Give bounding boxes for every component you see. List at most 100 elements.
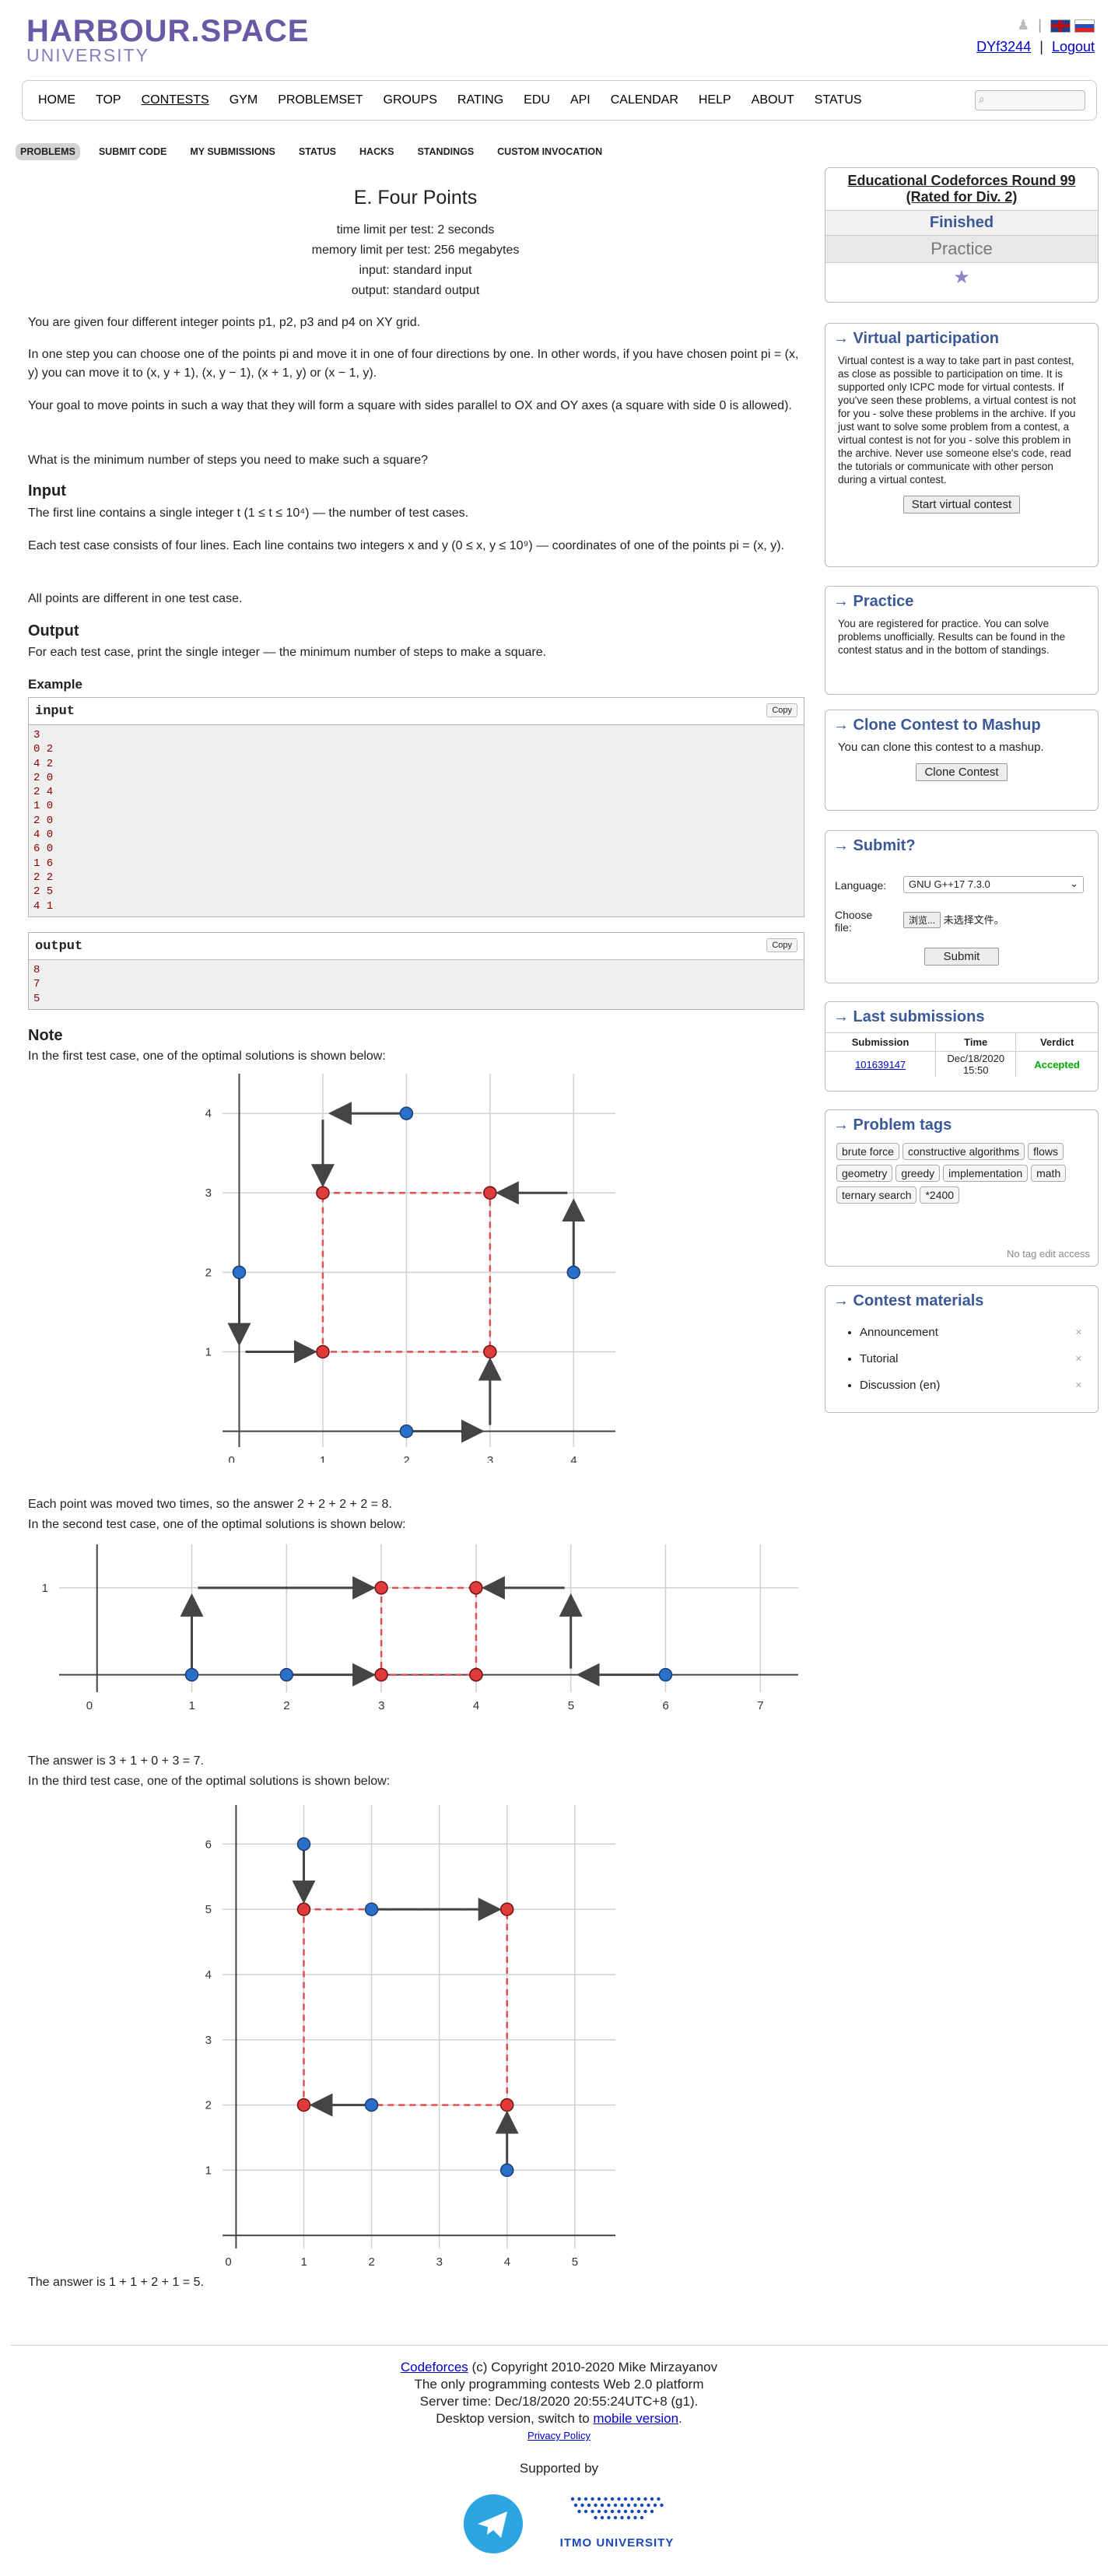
mobile-version-link[interactable]: mobile version <box>593 2411 679 2426</box>
browse-button[interactable]: 浏览... <box>903 912 941 928</box>
tag-item[interactable]: ternary search <box>836 1186 917 1204</box>
star-icon[interactable]: ★ <box>825 262 1098 292</box>
close-icon[interactable]: ✕ <box>1074 1381 1082 1390</box>
subtab-problems[interactable]: PROBLEMS <box>16 143 80 160</box>
submission-id-link[interactable]: 101639147 <box>825 1051 937 1077</box>
sample-line: 2 4 <box>33 786 54 799</box>
logo-title[interactable]: HARBOUR.SPACE <box>26 14 310 48</box>
logout-link[interactable]: Logout <box>1051 39 1095 54</box>
square-outline <box>380 1586 478 1676</box>
tag-item[interactable]: implementation <box>943 1165 1029 1182</box>
sample-line: 4 0 <box>33 829 54 842</box>
file-status: 未选择文件。 <box>943 914 1004 926</box>
statement-p3: Your goal to move points in such a way t… <box>28 399 792 412</box>
material-item[interactable]: Discussion (en) ✕ <box>860 1372 1098 1399</box>
x-tick-label: 0 <box>228 1454 234 1463</box>
menu-item-problemset[interactable]: PROBLEMSET <box>278 93 363 107</box>
menu-item-edu[interactable]: EDU <box>524 93 550 107</box>
square-point <box>469 1581 483 1595</box>
square-outline <box>303 1908 508 2106</box>
start-virtual-button[interactable]: Start virtual contest <box>902 496 1021 513</box>
menu-item-home[interactable]: HOME <box>38 93 75 107</box>
original-point <box>364 1902 379 1916</box>
menu-item-api[interactable]: API <box>570 93 591 107</box>
sample-line: 0 2 <box>33 743 54 756</box>
russia-flag-icon[interactable] <box>1074 19 1095 33</box>
telegram-logo-icon[interactable] <box>464 2494 523 2553</box>
language-value: GNU G++17 7.3.0 <box>909 878 990 890</box>
subtab-custom-invocation[interactable]: CUSTOM INVOCATION <box>497 146 603 157</box>
subtab-hacks[interactable]: HACKS <box>359 146 394 157</box>
language-flags[interactable]: ♟ | <box>1017 17 1095 33</box>
tag-item[interactable]: *2400 <box>920 1186 960 1204</box>
menu-item-top[interactable]: TOP <box>96 93 121 107</box>
original-point <box>399 1106 414 1120</box>
practice-text: You are registered for practice. You can… <box>838 618 1066 656</box>
statement-p1: You are given four different integer poi… <box>28 316 421 329</box>
output-title: Output <box>28 622 79 640</box>
tag-item[interactable]: geometry <box>836 1165 893 1182</box>
codeforces-link[interactable]: Codeforces <box>400 2360 468 2374</box>
itmo-logo[interactable]: ITMO UNIVERSITY <box>559 2494 675 2553</box>
output-p1: For each test case, print the single int… <box>28 646 547 659</box>
original-point <box>296 1837 311 1852</box>
privacy-policy-link[interactable]: Privacy Policy <box>527 2430 591 2441</box>
copyright: (c) Copyright 2010-2020 Mike Mirzayanov <box>471 2360 718 2374</box>
tag-item[interactable]: math <box>1031 1165 1067 1182</box>
menu-item-groups[interactable]: GROUPS <box>383 93 437 107</box>
logo-subtitle: UNIVERSITY <box>26 45 150 65</box>
output-label: output <box>35 939 83 954</box>
material-label: Discussion (en) <box>860 1379 941 1392</box>
original-point <box>232 1265 247 1280</box>
tag-item[interactable]: greedy <box>895 1165 941 1182</box>
original-point <box>184 1667 199 1682</box>
material-item[interactable]: Tutorial ✕ <box>860 1346 1098 1372</box>
practice-label[interactable]: Practice <box>825 235 1098 262</box>
close-icon[interactable]: ✕ <box>1074 1328 1082 1337</box>
language-select[interactable]: GNU G++17 7.3.0 ⌄ <box>903 876 1084 893</box>
menu-item-contests[interactable]: CONTESTS <box>141 93 209 107</box>
problem-tags-title: → Problem tags <box>833 1116 952 1134</box>
sample-line: 7 <box>33 978 40 991</box>
menu-item-calendar[interactable]: CALENDAR <box>610 93 678 107</box>
tags-note: No tag edit access <box>1007 1248 1090 1260</box>
original-point <box>279 1667 294 1682</box>
material-label: Announcement <box>860 1326 938 1339</box>
sample-line: 1 6 <box>33 857 54 870</box>
user-separator: | <box>1039 39 1043 54</box>
subtab-submit-code[interactable]: SUBMIT CODE <box>98 146 167 157</box>
menu-item-status[interactable]: STATUS <box>814 93 862 107</box>
search-input[interactable]: ⌕ <box>975 90 1085 110</box>
menu-item-rating[interactable]: RATING <box>457 93 504 107</box>
contest-name-link[interactable]: Educational Codeforces Round 99 (Rated f… <box>847 173 1076 205</box>
username-link[interactable]: DYf3244 <box>976 39 1032 54</box>
bell-icon[interactable]: ♟ <box>1017 17 1030 33</box>
uk-flag-icon[interactable] <box>1050 19 1071 33</box>
clone-text: You can clone this contest to a mashup. <box>838 741 1044 754</box>
file-label: Choose file: <box>835 909 873 934</box>
submit-button[interactable]: Submit <box>923 948 1000 966</box>
virtual-text: Virtual contest is a way to take part in… <box>838 355 1076 485</box>
subtab-status[interactable]: STATUS <box>298 146 337 157</box>
col-time: Time <box>935 1032 1017 1052</box>
material-item[interactable]: Announcement ✕ <box>860 1320 1098 1346</box>
close-icon[interactable]: ✕ <box>1074 1355 1082 1364</box>
tag-item[interactable]: flows <box>1028 1143 1064 1160</box>
subtab-standings[interactable]: STANDINGS <box>417 146 475 157</box>
copy-input-button[interactable]: Copy <box>766 703 797 717</box>
clone-contest-button[interactable]: Clone Contest <box>916 763 1008 781</box>
tag-item[interactable]: brute force <box>836 1143 899 1160</box>
menu-item-help[interactable]: HELP <box>698 93 731 107</box>
copy-output-button[interactable]: Copy <box>766 938 797 952</box>
practice-box: → Practice You are registered for practi… <box>825 586 1099 695</box>
file-picker[interactable]: 浏览... 未选择文件。 <box>903 912 1004 928</box>
subtab-my-submissions[interactable]: MY SUBMISSIONS <box>190 146 275 157</box>
problem-tags-box: → Problem tags brute force constructive a… <box>825 1109 1099 1267</box>
menu-item-about[interactable]: ABOUT <box>751 93 794 107</box>
last-submissions-box: → Last submissions Submission Time Verdi… <box>825 1001 1099 1092</box>
tag-item[interactable]: constructive algorithms <box>902 1143 1025 1160</box>
y-tick-label: 3 <box>205 1186 212 1200</box>
x-tick-label: 4 <box>504 2255 510 2269</box>
submission-time: Dec/18/2020 15:50 <box>935 1051 1017 1077</box>
menu-item-gym[interactable]: GYM <box>229 93 258 107</box>
